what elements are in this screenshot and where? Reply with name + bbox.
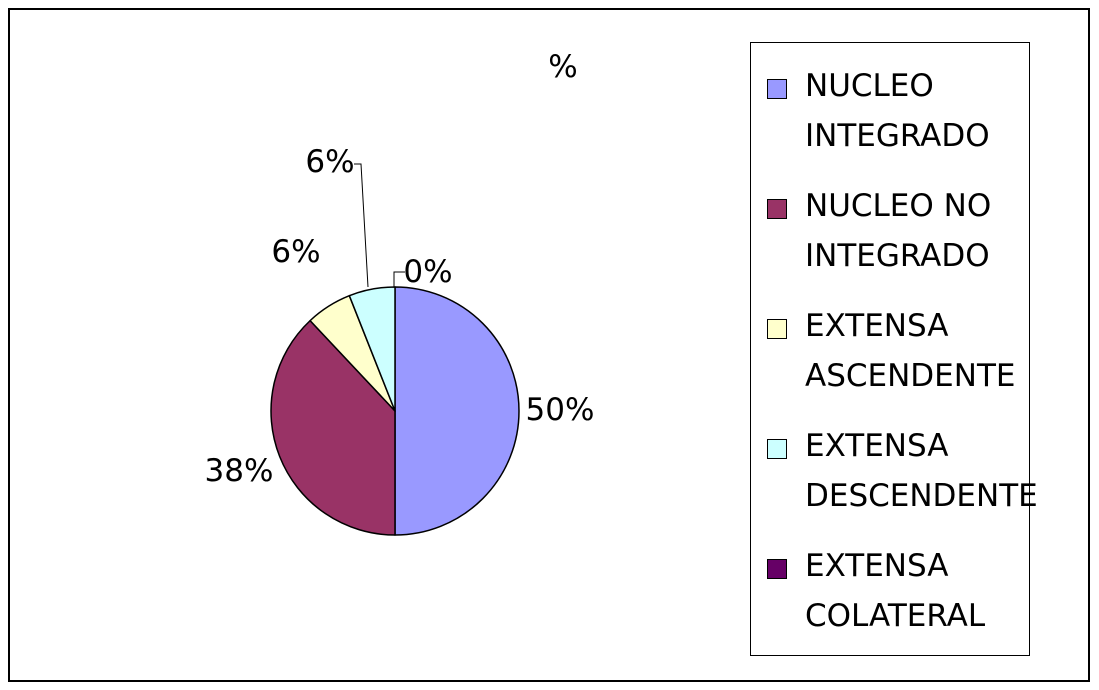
legend-swatch	[767, 199, 787, 219]
pie-slices	[270, 286, 520, 536]
legend-swatch	[767, 79, 787, 99]
data-label-3: 6%	[271, 234, 320, 270]
legend-label: NUCLEO NO INTEGRADO	[805, 188, 992, 274]
legend-swatch	[767, 559, 787, 579]
pie-slice-2	[270, 319, 396, 536]
chart-title: %	[548, 49, 577, 85]
leader-line-4	[354, 163, 369, 288]
legend-label: EXTENSA DESCENDENTE	[805, 428, 1038, 514]
legend-label: NUCLEO INTEGRADO	[805, 68, 990, 154]
pie-slice-4	[348, 286, 396, 412]
data-label-5: 0%	[403, 254, 452, 290]
legend-label: EXTENSA COLATERAL	[805, 548, 986, 634]
data-label-4: 6%	[305, 144, 354, 180]
legend: NUCLEO INTEGRADO NUCLEO NO INTEGRADO EXTEN…	[750, 42, 1038, 656]
legend-swatch	[767, 439, 787, 459]
legend-label: EXTENSA ASCENDENTE	[805, 308, 1016, 394]
leader-line-5	[393, 271, 405, 287]
data-label-1: 50%	[526, 392, 595, 428]
leader-lines	[354, 163, 405, 288]
data-labels: 50% 38% 6% 6% 0%	[205, 144, 595, 489]
legend-swatch	[767, 319, 787, 339]
pie-slice-1	[394, 286, 520, 536]
data-label-2: 38%	[205, 453, 274, 489]
